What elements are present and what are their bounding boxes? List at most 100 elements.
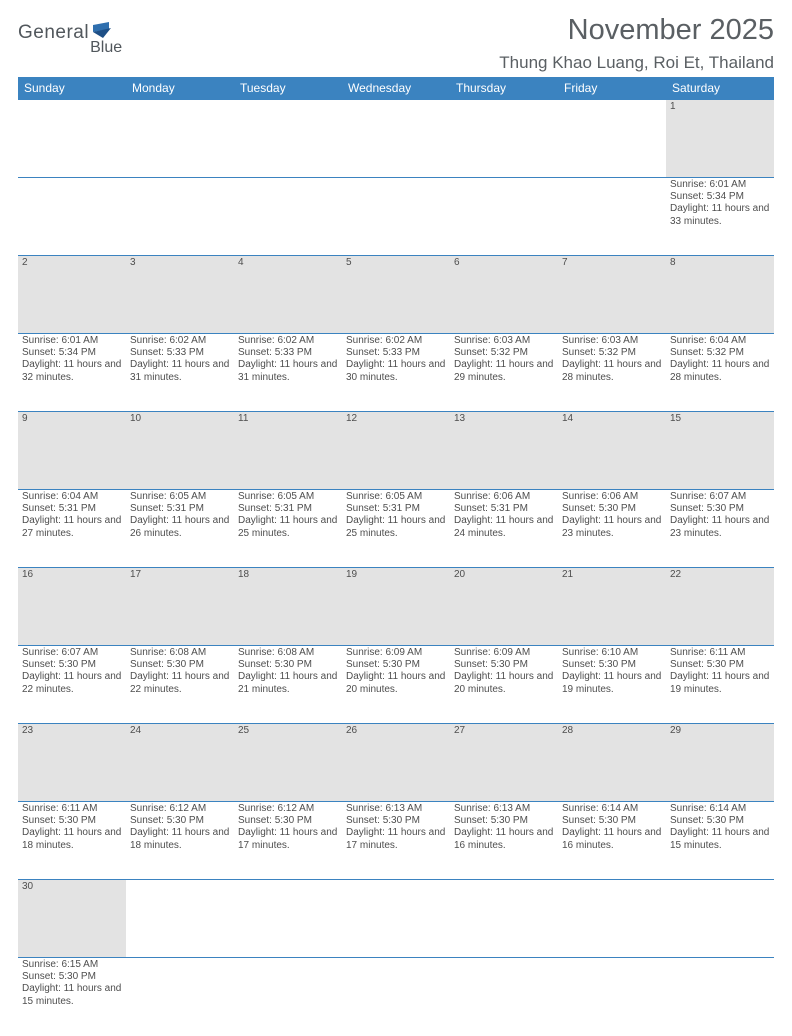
calendar-week-row: Sunrise: 6:01 AMSunset: 5:34 PMDaylight:… <box>18 178 774 256</box>
sunset-text: Sunset: 5:30 PM <box>22 659 122 671</box>
day-cell: Sunrise: 6:08 AMSunset: 5:30 PMDaylight:… <box>126 646 234 724</box>
day-cell: Sunrise: 6:13 AMSunset: 5:30 PMDaylight:… <box>342 802 450 880</box>
day-number-cell: 13 <box>450 412 558 490</box>
weekday-header: Tuesday <box>234 77 342 100</box>
day-cell: Sunrise: 6:04 AMSunset: 5:32 PMDaylight:… <box>666 334 774 412</box>
logo: General Blue <box>18 20 148 44</box>
sunset-text: Sunset: 5:33 PM <box>238 347 338 359</box>
sunset-text: Sunset: 5:30 PM <box>238 815 338 827</box>
empty-cell <box>126 958 234 1036</box>
day-number-cell: 2 <box>18 256 126 334</box>
sunset-text: Sunset: 5:31 PM <box>238 503 338 515</box>
daylight-text: Daylight: 11 hours and 24 minutes. <box>454 515 554 539</box>
empty-cell <box>450 880 558 958</box>
weekday-header: Monday <box>126 77 234 100</box>
weekday-header: Sunday <box>18 77 126 100</box>
empty-cell <box>558 880 666 958</box>
sunrise-text: Sunrise: 6:09 AM <box>346 647 446 659</box>
day-number-cell: 3 <box>126 256 234 334</box>
sunset-text: Sunset: 5:30 PM <box>562 815 662 827</box>
day-cell: Sunrise: 6:14 AMSunset: 5:30 PMDaylight:… <box>666 802 774 880</box>
day-cell: Sunrise: 6:02 AMSunset: 5:33 PMDaylight:… <box>234 334 342 412</box>
daylight-text: Daylight: 11 hours and 31 minutes. <box>238 359 338 383</box>
day-cell: Sunrise: 6:02 AMSunset: 5:33 PMDaylight:… <box>126 334 234 412</box>
sunset-text: Sunset: 5:30 PM <box>670 815 770 827</box>
calendar-week-row: Sunrise: 6:07 AMSunset: 5:30 PMDaylight:… <box>18 646 774 724</box>
sunset-text: Sunset: 5:30 PM <box>562 503 662 515</box>
sunrise-text: Sunrise: 6:02 AM <box>238 335 338 347</box>
day-cell: Sunrise: 6:03 AMSunset: 5:32 PMDaylight:… <box>558 334 666 412</box>
sunset-text: Sunset: 5:30 PM <box>346 659 446 671</box>
day-number-cell: 15 <box>666 412 774 490</box>
weekday-header: Wednesday <box>342 77 450 100</box>
empty-cell <box>126 178 234 256</box>
day-cell: Sunrise: 6:07 AMSunset: 5:30 PMDaylight:… <box>666 490 774 568</box>
logo-text-1: General <box>18 22 89 44</box>
daynum-row: 16171819202122 <box>18 568 774 646</box>
calendar-week-row: Sunrise: 6:15 AMSunset: 5:30 PMDaylight:… <box>18 958 774 1036</box>
weekday-header: Friday <box>558 77 666 100</box>
day-cell: Sunrise: 6:12 AMSunset: 5:30 PMDaylight:… <box>234 802 342 880</box>
sunrise-text: Sunrise: 6:08 AM <box>238 647 338 659</box>
sunrise-text: Sunrise: 6:12 AM <box>130 803 230 815</box>
day-number-cell: 8 <box>666 256 774 334</box>
sunrise-text: Sunrise: 6:11 AM <box>670 647 770 659</box>
title-block: November 2025 Thung Khao Luang, Roi Et, … <box>499 14 774 73</box>
sunset-text: Sunset: 5:30 PM <box>454 659 554 671</box>
day-number-cell: 12 <box>342 412 450 490</box>
empty-cell <box>18 100 126 178</box>
day-number-cell: 24 <box>126 724 234 802</box>
day-cell: Sunrise: 6:02 AMSunset: 5:33 PMDaylight:… <box>342 334 450 412</box>
sunset-text: Sunset: 5:33 PM <box>346 347 446 359</box>
sunset-text: Sunset: 5:30 PM <box>22 971 122 983</box>
calendar-week-row: Sunrise: 6:04 AMSunset: 5:31 PMDaylight:… <box>18 490 774 568</box>
sunrise-text: Sunrise: 6:15 AM <box>22 959 122 971</box>
daylight-text: Daylight: 11 hours and 17 minutes. <box>346 827 446 851</box>
day-cell: Sunrise: 6:07 AMSunset: 5:30 PMDaylight:… <box>18 646 126 724</box>
day-cell: Sunrise: 6:05 AMSunset: 5:31 PMDaylight:… <box>234 490 342 568</box>
day-cell: Sunrise: 6:11 AMSunset: 5:30 PMDaylight:… <box>666 646 774 724</box>
daylight-text: Daylight: 11 hours and 19 minutes. <box>670 671 770 695</box>
daylight-text: Daylight: 11 hours and 22 minutes. <box>130 671 230 695</box>
sunset-text: Sunset: 5:30 PM <box>670 659 770 671</box>
empty-cell <box>126 880 234 958</box>
day-number-cell: 10 <box>126 412 234 490</box>
calendar-table: SundayMondayTuesdayWednesdayThursdayFrid… <box>18 77 774 1036</box>
empty-cell <box>342 100 450 178</box>
sunset-text: Sunset: 5:32 PM <box>562 347 662 359</box>
daylight-text: Daylight: 11 hours and 23 minutes. <box>670 515 770 539</box>
sunrise-text: Sunrise: 6:14 AM <box>562 803 662 815</box>
daylight-text: Daylight: 11 hours and 27 minutes. <box>22 515 122 539</box>
logo-text-2: Blue <box>90 39 122 57</box>
daylight-text: Daylight: 11 hours and 19 minutes. <box>562 671 662 695</box>
sunrise-text: Sunrise: 6:03 AM <box>454 335 554 347</box>
sunrise-text: Sunrise: 6:06 AM <box>454 491 554 503</box>
day-number-cell: 5 <box>342 256 450 334</box>
daylight-text: Daylight: 11 hours and 23 minutes. <box>562 515 662 539</box>
sunrise-text: Sunrise: 6:05 AM <box>130 491 230 503</box>
daynum-row: 30 <box>18 880 774 958</box>
sunrise-text: Sunrise: 6:05 AM <box>238 491 338 503</box>
sunset-text: Sunset: 5:30 PM <box>22 815 122 827</box>
day-cell: Sunrise: 6:01 AMSunset: 5:34 PMDaylight:… <box>666 178 774 256</box>
sunrise-text: Sunrise: 6:01 AM <box>22 335 122 347</box>
calendar-week-row: Sunrise: 6:01 AMSunset: 5:34 PMDaylight:… <box>18 334 774 412</box>
sunrise-text: Sunrise: 6:10 AM <box>562 647 662 659</box>
empty-cell <box>558 958 666 1036</box>
sunset-text: Sunset: 5:30 PM <box>562 659 662 671</box>
weekday-header: Thursday <box>450 77 558 100</box>
day-cell: Sunrise: 6:06 AMSunset: 5:30 PMDaylight:… <box>558 490 666 568</box>
empty-cell <box>558 100 666 178</box>
sunset-text: Sunset: 5:30 PM <box>130 815 230 827</box>
day-cell: Sunrise: 6:09 AMSunset: 5:30 PMDaylight:… <box>342 646 450 724</box>
daylight-text: Daylight: 11 hours and 15 minutes. <box>670 827 770 851</box>
daylight-text: Daylight: 11 hours and 16 minutes. <box>454 827 554 851</box>
daynum-row: 2345678 <box>18 256 774 334</box>
logo-flag-icon <box>93 22 115 38</box>
day-cell: Sunrise: 6:03 AMSunset: 5:32 PMDaylight:… <box>450 334 558 412</box>
day-number-cell: 19 <box>342 568 450 646</box>
daynum-row: 23242526272829 <box>18 724 774 802</box>
empty-cell <box>18 178 126 256</box>
daylight-text: Daylight: 11 hours and 18 minutes. <box>130 827 230 851</box>
day-cell: Sunrise: 6:15 AMSunset: 5:30 PMDaylight:… <box>18 958 126 1036</box>
